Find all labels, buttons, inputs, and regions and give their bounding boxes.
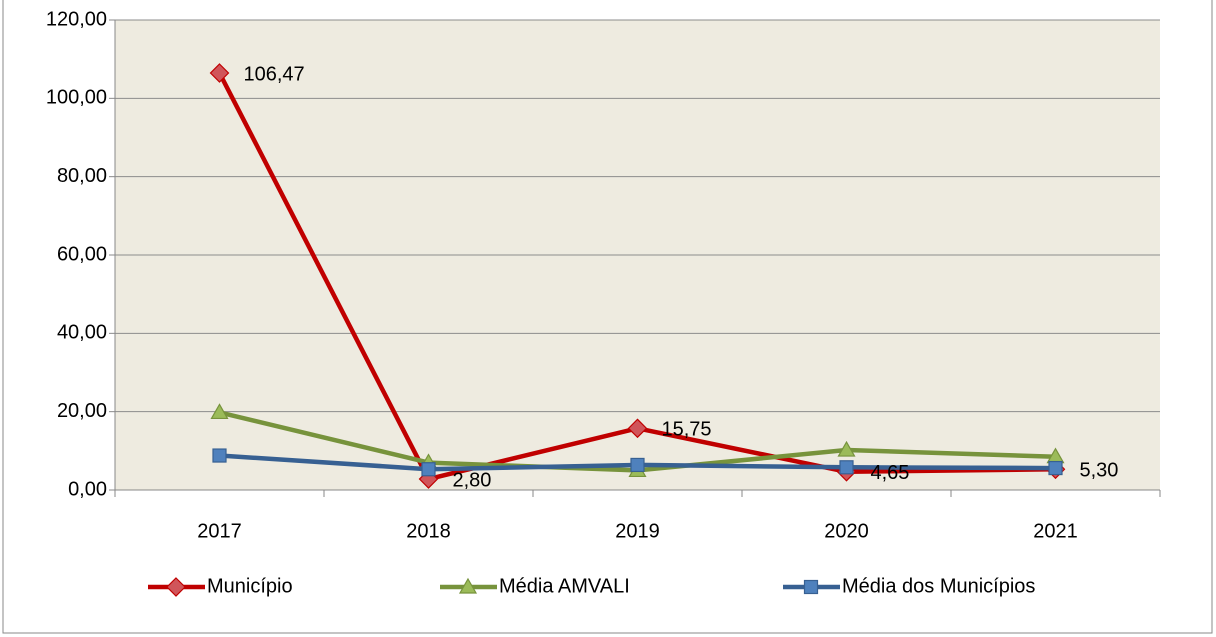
data-label: 5,30 — [1080, 460, 1119, 482]
data-point — [421, 462, 436, 477]
y-tick-label: 40,00 — [57, 322, 107, 344]
data-label: 15,75 — [662, 419, 712, 441]
y-tick-label: 80,00 — [57, 165, 107, 187]
y-tick-label: 120,00 — [46, 8, 107, 30]
series-layer — [209, 63, 1066, 489]
legend-item: Média dos Municípios — [783, 575, 1035, 597]
legend-item: Município — [148, 575, 293, 597]
y-tick-label: 0,00 — [68, 478, 107, 500]
x-tick-label: 2017 — [197, 520, 242, 542]
x-tick-label: 2019 — [615, 520, 660, 542]
data-point — [627, 418, 648, 439]
x-tick-label: 2021 — [1033, 520, 1078, 542]
y-tick-label: 60,00 — [57, 243, 107, 265]
data-point — [210, 403, 229, 420]
legend-label: Média dos Municípios — [842, 575, 1035, 597]
data-label: 4,65 — [871, 462, 910, 484]
data-point — [837, 440, 856, 457]
y-tick-label: 100,00 — [46, 87, 107, 109]
legend-marker — [803, 579, 819, 595]
data-point — [212, 448, 227, 463]
grid — [115, 19, 1160, 491]
series — [212, 448, 1063, 477]
data-point — [630, 457, 645, 473]
y-tick-label: 20,00 — [57, 400, 107, 422]
x-tick-label: 2020 — [824, 520, 869, 542]
data-point — [209, 63, 230, 83]
data-point — [839, 460, 854, 475]
legend-label: Município — [207, 575, 293, 597]
data-label: 106,47 — [244, 63, 305, 85]
legend-label: Média AMVALI — [499, 575, 630, 597]
legend-marker — [458, 577, 478, 594]
data-point — [1048, 460, 1063, 476]
x-tick-label: 2018 — [406, 520, 451, 542]
data-label: 2,80 — [453, 469, 492, 491]
legend-item: Média AMVALI — [440, 575, 630, 597]
legend-marker — [166, 577, 186, 597]
